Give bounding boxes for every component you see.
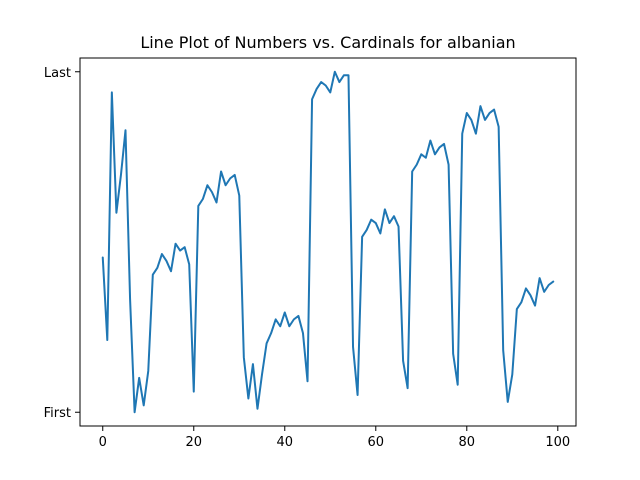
series-line-0: [101, 70, 555, 414]
x-tick-label-0: 0: [99, 435, 107, 450]
x-tick-label-40: 40: [276, 435, 293, 450]
x-tick-label-20: 20: [185, 435, 202, 450]
x-tick-label-80: 80: [459, 435, 476, 450]
axes-frame: [79, 57, 577, 427]
y-tick-label-1: Last: [44, 66, 71, 81]
plot-area: [101, 70, 555, 414]
y-tick-label-0: First: [44, 406, 71, 421]
chart-title: Line Plot of Numbers vs. Cardinals for a…: [140, 33, 515, 52]
x-tick-label-100: 100: [545, 435, 570, 450]
axes: 0 20 40 60 80 100 First Last: [44, 57, 577, 450]
x-tick-label-60: 60: [368, 435, 385, 450]
